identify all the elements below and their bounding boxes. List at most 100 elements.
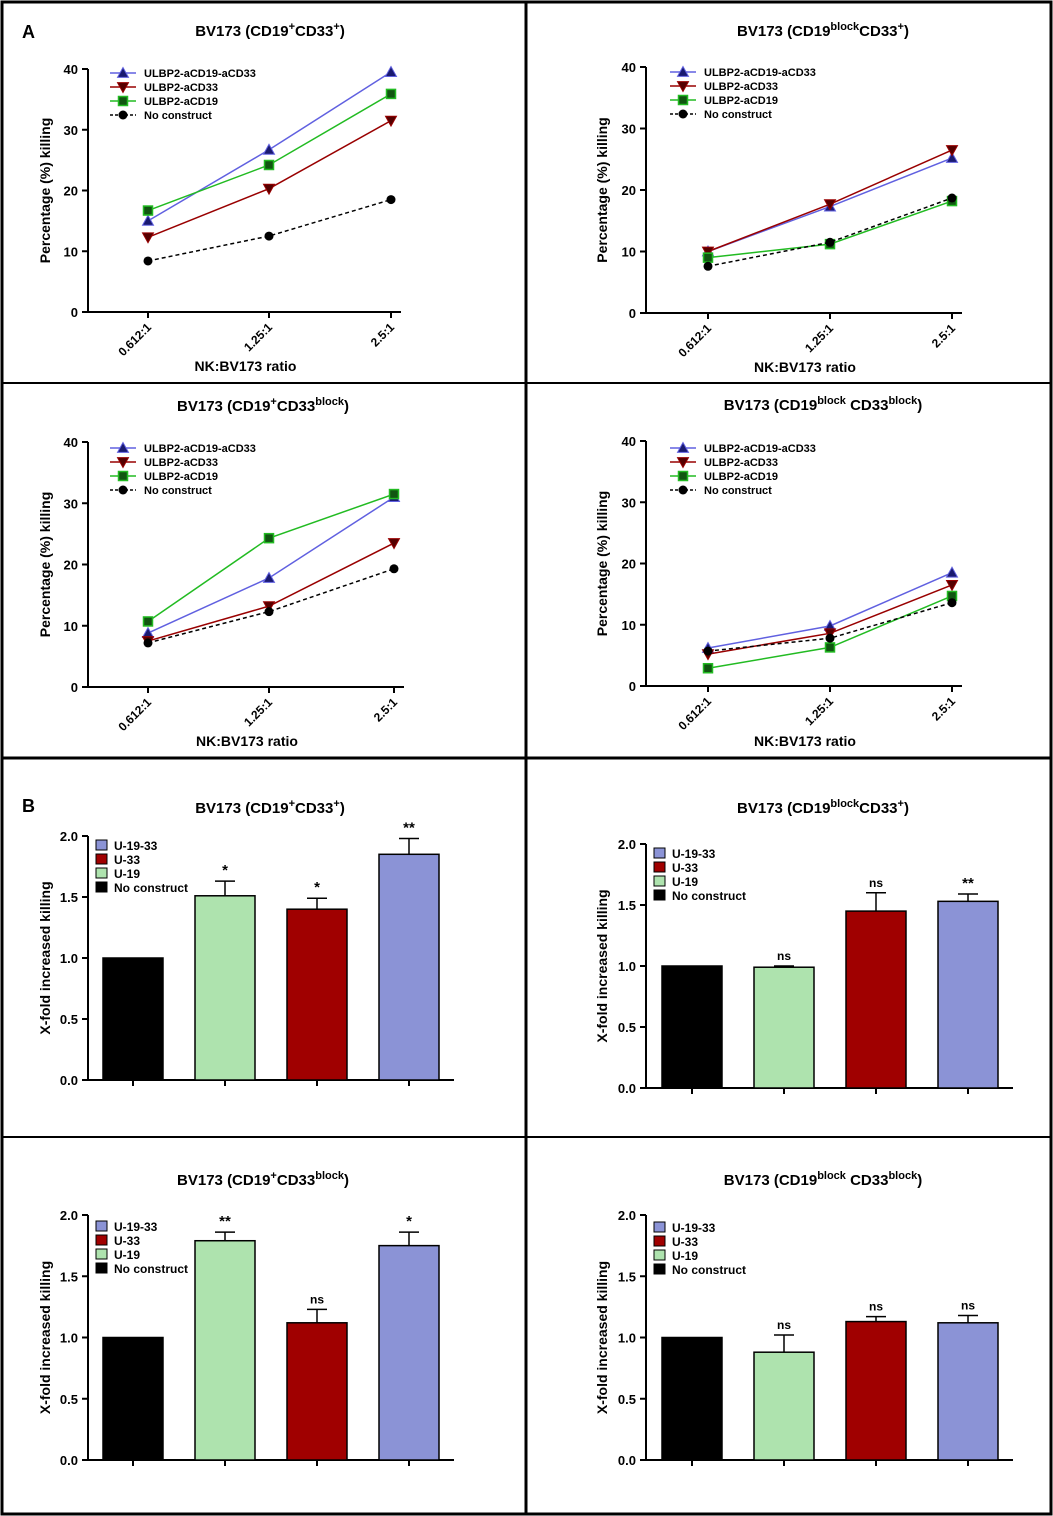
y-tick-label: 0.5: [618, 1020, 636, 1035]
legend-entry: ULBP2-aCD33: [110, 457, 218, 469]
y-tick-label: 10: [64, 244, 78, 259]
title-superscript: +: [898, 798, 904, 810]
legend-marker: [678, 485, 688, 495]
chart-title: BV173 (CD19+CD33block): [177, 1170, 349, 1189]
bar-u-33: ns: [845, 876, 907, 1089]
bar-u-19: ns: [753, 1318, 815, 1461]
title-text: CD33: [295, 800, 333, 817]
legend-swatch: [95, 853, 108, 865]
title-superscript: block: [830, 21, 860, 33]
chart-8: BV173 (CD19block CD33block)0.00.51.01.52…: [594, 1170, 1013, 1468]
x-tick-label: 2.5:1: [371, 695, 400, 724]
bar-no-construct: [661, 965, 723, 1089]
legend-label: No construct: [704, 485, 772, 497]
y-tick-label: 0: [71, 305, 78, 320]
legend-label: ULBP2-aCD33: [704, 81, 778, 93]
legend-swatch: [95, 1262, 108, 1274]
chart-7: BV173 (CD19+CD33block) 0.0 0.5 1.0 1.5 2.0 X-f…: [37, 1170, 454, 1468]
bar-no-construct: [102, 957, 164, 1081]
data-point: [386, 195, 396, 205]
series-ulbp2-acd33: [141, 538, 401, 648]
title-superscript: block: [830, 798, 860, 810]
title-text: ): [340, 23, 345, 40]
bar: [937, 1322, 999, 1461]
significance-label: **: [403, 819, 415, 836]
data-point: [262, 601, 276, 613]
title-text: ): [904, 23, 909, 40]
y-tick-label: 0.0: [60, 1453, 78, 1468]
x-axis-label: NK:BV173 ratio: [196, 733, 298, 749]
chart-title: BV173 (CD19blockCD33+): [737, 798, 909, 817]
series-ulbp2-acd19-acd33: [701, 566, 959, 653]
y-tick-label: 1.5: [618, 1269, 636, 1284]
bar: [286, 908, 348, 1081]
legend-entry: U-19-33: [95, 1220, 158, 1234]
data-point: [389, 564, 399, 574]
legend-swatch: [653, 847, 666, 859]
x-tick-label: 0.612:1: [675, 321, 714, 360]
y-tick-label: 10: [622, 245, 636, 260]
title-text: ): [340, 800, 345, 817]
data-point: [945, 580, 959, 592]
bar: [194, 1239, 256, 1461]
legend-entry: No construct: [95, 881, 188, 895]
data-point: [142, 616, 154, 627]
series-ulbp2-acd19-acd33: [141, 65, 398, 226]
title-superscript: block: [817, 395, 847, 407]
y-tick-label: 20: [64, 558, 78, 573]
significance-label: **: [219, 1213, 231, 1230]
series-line: [147, 542, 395, 642]
legend-swatch: [95, 881, 108, 893]
legend-marker: [676, 441, 690, 453]
title-text: BV173 (CD19: [177, 1172, 270, 1189]
data-point: [384, 65, 398, 77]
data-point: [825, 633, 835, 643]
title-text: ): [904, 800, 909, 817]
y-tick-label: 40: [622, 434, 636, 449]
title-superscript: +: [898, 21, 904, 33]
legend-swatch: [653, 875, 666, 887]
legend-label: U-19-33: [672, 847, 716, 861]
title-text: CD33: [277, 398, 315, 415]
y-axis-label: X-fold increased killing: [37, 1261, 53, 1414]
y-axis-label: X-fold increased killing: [594, 1261, 610, 1414]
x-tick-label: 0.612:1: [115, 695, 154, 734]
y-tick-label: 0: [629, 306, 636, 321]
title-superscript: block: [315, 1170, 345, 1182]
significance-label: ns: [961, 1298, 975, 1312]
bar: [845, 910, 907, 1089]
data-point: [384, 115, 398, 128]
legend-label: ULBP2-aCD19-aCD33: [144, 68, 256, 80]
legend-label: ULBP2-aCD19: [144, 96, 218, 108]
legend-label: No construct: [114, 1262, 188, 1276]
series-line: [147, 198, 392, 262]
legend-label: U-19: [114, 1248, 140, 1262]
chart-title: BV173 (CD19+CD33+): [195, 798, 345, 817]
chart-title: BV173 (CD19+CD33+): [195, 21, 345, 40]
y-axis-label: Percentage (%) killing: [594, 491, 610, 636]
legend-entry: ULBP2-aCD19-aCD33: [670, 65, 816, 79]
title-superscript: +: [270, 1170, 276, 1182]
chart-2: BV173 (CD19blockCD33+) 0 10 20 30 40 0.612:1 1.…: [594, 21, 962, 375]
legend-entry: U-19: [653, 1249, 698, 1263]
legend-label: No construct: [144, 110, 212, 122]
bar-u-19-33: ns: [937, 1298, 999, 1461]
legend-label: No construct: [672, 889, 746, 903]
data-point: [262, 143, 276, 155]
series-line: [147, 119, 392, 238]
x-tick-label: 0.612:1: [115, 320, 154, 359]
legend-label: ULBP2-aCD19: [144, 471, 218, 483]
data-point: [263, 159, 275, 171]
legend-label: ULBP2-aCD33: [144, 457, 218, 469]
significance-label: ns: [777, 1318, 791, 1332]
legend-marker: [116, 66, 130, 78]
chart-3: BV173 (CD19+CD33block) 0 10 20 30 40 0.612:1 1.…: [37, 396, 404, 749]
title-superscript: block: [888, 395, 918, 407]
data-point: [141, 626, 155, 638]
panel-letter-a: A: [22, 22, 35, 42]
title-superscript: +: [270, 396, 276, 408]
title-text: ): [344, 1172, 349, 1189]
significance-label: ns: [310, 1292, 324, 1306]
data-point: [264, 607, 274, 617]
